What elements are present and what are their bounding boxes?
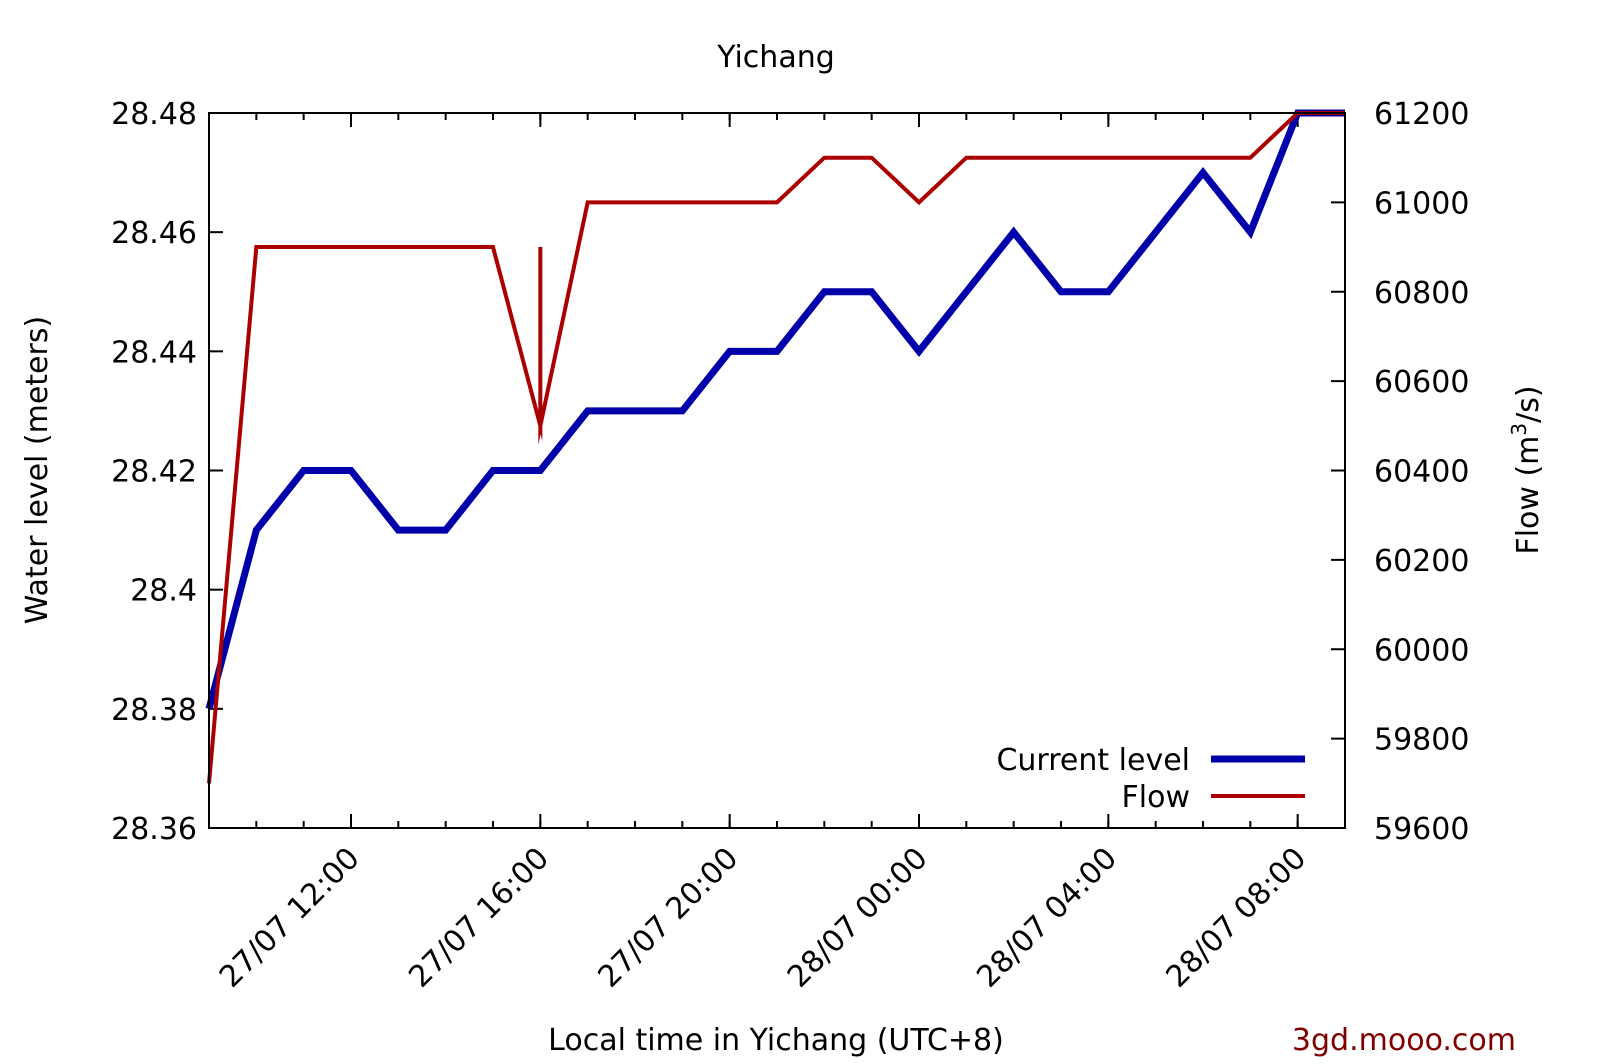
- data-point-current-level: [255, 529, 257, 531]
- data-point-current-level: [1060, 291, 1062, 293]
- y-tick-label: 28.48: [111, 97, 197, 132]
- data-point-flow: [965, 157, 967, 159]
- data-point-current-level: [776, 350, 778, 352]
- data-point-current-level: [303, 470, 305, 471]
- y-axis-title: Water level (meters): [20, 316, 55, 624]
- legend: Current level Flow: [996, 743, 1305, 815]
- data-point-current-level: [1155, 231, 1157, 233]
- x-axis-title: Local time in Yichang (UTC+8): [548, 1023, 1004, 1058]
- plot-frame: [208, 112, 1346, 829]
- y2-tick-label: 59800: [1374, 723, 1469, 758]
- y2-tick-label: 61000: [1374, 186, 1469, 221]
- data-point-current-level: [1107, 291, 1109, 293]
- y2-axis-title-suffix: /s): [1511, 385, 1546, 422]
- y2-tick-label: 60000: [1374, 633, 1469, 668]
- data-point-current-level: [729, 350, 731, 352]
- data-point-flow: [871, 157, 873, 159]
- data-point-flow: [350, 246, 352, 248]
- data-point-current-level: [1013, 231, 1015, 233]
- data-point-current-level: [445, 529, 447, 531]
- data-point-current-level: [871, 291, 873, 293]
- data-point-current-level: [350, 470, 352, 471]
- data-point-flow: [823, 157, 825, 159]
- data-point-flow: [255, 246, 257, 248]
- data-point-flow: [681, 201, 683, 203]
- data-point-flow: [1013, 157, 1015, 159]
- y2-tick-label: 61200: [1374, 97, 1469, 132]
- credit-text: 3gd.mooo.com: [1292, 1023, 1516, 1058]
- y2-tick-label: 60600: [1374, 365, 1469, 400]
- data-point-current-level: [965, 291, 967, 293]
- data-point-current-level: [634, 410, 636, 412]
- y2-tick-label: 59600: [1374, 812, 1469, 847]
- data-point-flow: [445, 246, 447, 248]
- data-point-flow: [1249, 157, 1251, 159]
- y2-axis-title: Flow (m3/s): [1507, 385, 1546, 554]
- data-point-flow: [587, 201, 589, 203]
- y2-tick-label: 60800: [1374, 276, 1469, 311]
- y-tick-label: 28.38: [111, 693, 197, 728]
- data-point-flow: [1060, 157, 1062, 159]
- data-point-flow: [1107, 157, 1109, 159]
- data-point-current-level: [397, 529, 399, 531]
- data-point-flow: [539, 246, 541, 248]
- data-point-flow: [492, 246, 494, 248]
- data-point-flow: [1202, 157, 1204, 159]
- y2-axis-title-prefix: Flow (m: [1511, 436, 1546, 555]
- data-point-current-level: [681, 410, 683, 412]
- y2-tick-label: 60400: [1374, 455, 1469, 490]
- data-point-current-level: [587, 410, 589, 412]
- chart-title: Yichang: [716, 40, 835, 75]
- data-point-flow: [729, 201, 731, 203]
- y-tick-label: 28.36: [111, 812, 197, 847]
- data-point-current-level: [492, 470, 494, 471]
- data-point-flow: [539, 425, 541, 427]
- y-tick-label: 28.42: [111, 455, 197, 490]
- data-point-current-level: [823, 291, 825, 293]
- data-point-current-level: [539, 470, 541, 471]
- series: [205, 109, 1346, 784]
- data-point-current-level: [918, 350, 920, 352]
- data-point-flow: [634, 201, 636, 203]
- data-point-current-level: [1202, 172, 1204, 174]
- y2-tick-label: 60200: [1374, 544, 1469, 579]
- y2-axis-title-superscript: 3: [1507, 423, 1531, 436]
- data-point-flow: [776, 201, 778, 203]
- y-tick-label: 28.4: [130, 574, 197, 609]
- legend-label-flow: Flow: [1122, 780, 1190, 815]
- y-tick-label: 28.46: [111, 216, 197, 251]
- y-tick-labels: 28.36 28.38 28.4 28.42 28.44 28.46 28.48: [111, 97, 197, 847]
- data-point-flow: [918, 201, 920, 203]
- data-point-current-level: [1249, 231, 1251, 233]
- data-point-flow: [303, 246, 305, 248]
- ticks: [209, 112, 1345, 829]
- y-tick-label: 28.44: [111, 335, 197, 370]
- legend-label-current-level: Current level: [996, 743, 1190, 778]
- y2-tick-labels: 59600 59800 60000 60200 60400 60600 60800 61000…: [1374, 97, 1469, 847]
- data-point-flow: [397, 246, 399, 248]
- data-point-flow: [1155, 157, 1157, 159]
